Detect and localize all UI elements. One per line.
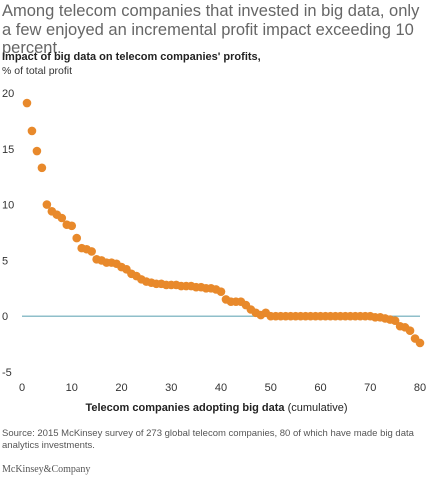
data-point [72,233,82,243]
chart-title: Impact of big data on telecom companies'… [2,51,261,63]
data-point [216,287,226,296]
x-tick-label: 50 [265,382,277,394]
data-point [32,146,42,156]
y-tick-label: 20 [2,88,14,100]
data-point [27,126,37,136]
data-point [57,213,67,223]
x-tick-label: 10 [66,382,78,394]
x-tick-label: 40 [215,382,227,394]
points-layer [22,98,425,348]
data-point [22,98,32,108]
source-note: Source: 2015 McKinsey survey of 273 glob… [2,428,414,451]
x-tick-label: 30 [165,382,177,394]
data-point [87,247,96,256]
x-tick-label: 20 [115,382,127,394]
data-point [37,163,47,173]
x-tick-label: 60 [314,382,326,394]
x-tick-label: 70 [364,382,376,394]
x-axis-title-bold: Telecom companies adopting big data [85,402,285,414]
y-tick-label: 0 [2,311,8,323]
x-tick-label: 0 [19,382,25,394]
y-tick-label: -5 [2,367,12,379]
data-point [390,316,400,325]
x-tick-label: 80 [414,382,426,394]
data-point [415,338,425,348]
headline: Among telecom companies that invested in… [2,2,420,57]
y-tick-label: 10 [2,200,14,212]
y-tick-label: 15 [2,144,14,156]
x-axis-title-rest: (cumulative) [284,402,348,414]
y-axis-unit: % of total profit [2,65,73,77]
x-axis-title: Telecom companies adopting big data (cum… [0,402,433,414]
brand-logo: McKinsey&Company [2,464,91,475]
y-tick-label: 5 [2,255,8,267]
data-point [42,200,52,209]
data-point [405,326,415,336]
data-point [67,221,77,231]
